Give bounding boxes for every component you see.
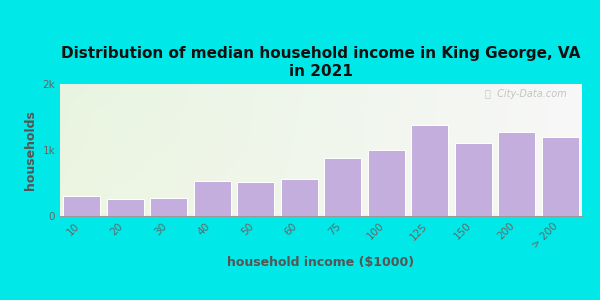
Bar xyxy=(107,199,144,216)
Bar xyxy=(498,132,535,216)
Bar xyxy=(411,125,448,216)
Bar xyxy=(324,158,361,216)
Bar xyxy=(63,196,100,216)
Bar xyxy=(281,179,318,216)
Y-axis label: households: households xyxy=(24,110,37,190)
Bar xyxy=(455,143,492,216)
Bar xyxy=(368,150,405,216)
Bar xyxy=(237,182,274,216)
Title: Distribution of median household income in King George, VA
in 2021: Distribution of median household income … xyxy=(61,46,581,79)
Bar xyxy=(194,181,231,216)
Text: ⓘ  City-Data.com: ⓘ City-Data.com xyxy=(485,89,566,99)
X-axis label: household income ($1000): household income ($1000) xyxy=(227,256,415,269)
Bar xyxy=(150,198,187,216)
Bar xyxy=(542,137,579,216)
